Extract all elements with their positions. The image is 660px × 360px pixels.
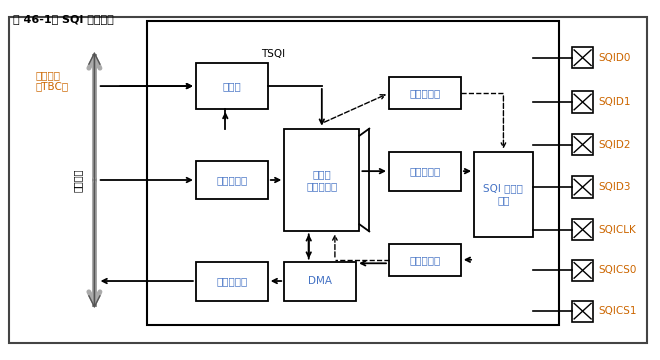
Text: 分频器: 分频器: [222, 81, 241, 91]
Text: 控制缓冲区: 控制缓冲区: [409, 88, 440, 98]
Text: 图 46-1：: 图 46-1：: [13, 14, 59, 24]
Bar: [196, 161, 268, 199]
Bar: [572, 47, 593, 68]
Text: SQID2: SQID2: [599, 140, 631, 149]
Text: 基本时钟
（TBC）: 基本时钟 （TBC）: [36, 70, 69, 91]
Text: DMA: DMA: [308, 276, 332, 286]
Text: 发送缓冲区: 发送缓冲区: [409, 166, 440, 176]
Text: SQI 主器件
接口: SQI 主器件 接口: [484, 183, 523, 205]
Text: SQID0: SQID0: [599, 53, 631, 63]
Text: 控制和
状态寄存器: 控制和 状态寄存器: [306, 169, 337, 191]
Text: SQI 模块框图: SQI 模块框图: [61, 14, 114, 24]
Text: SQID1: SQID1: [599, 97, 631, 107]
Text: SQICS0: SQICS0: [599, 265, 637, 275]
Bar: [572, 91, 593, 113]
Bar: [572, 176, 593, 198]
Bar: [196, 261, 268, 301]
Bar: [572, 301, 593, 322]
Text: 总线主器件: 总线主器件: [216, 276, 248, 286]
Bar: [572, 260, 593, 281]
Bar: [572, 219, 593, 240]
Bar: [572, 134, 593, 155]
Text: 接收缓冲区: 接收缓冲区: [409, 255, 440, 265]
Text: TSQI: TSQI: [261, 49, 285, 59]
Bar: [474, 152, 533, 237]
Bar: [389, 244, 461, 276]
Bar: [196, 63, 268, 109]
Bar: [284, 129, 360, 231]
Bar: [389, 152, 461, 191]
Text: SQICS1: SQICS1: [599, 306, 637, 316]
Bar: [147, 21, 559, 325]
Text: SQICLK: SQICLK: [599, 225, 636, 235]
Bar: [389, 77, 461, 109]
Text: 系统总线: 系统总线: [73, 168, 83, 192]
Bar: [284, 261, 356, 301]
Text: 总线从器件: 总线从器件: [216, 175, 248, 185]
Text: SQID3: SQID3: [599, 182, 631, 192]
